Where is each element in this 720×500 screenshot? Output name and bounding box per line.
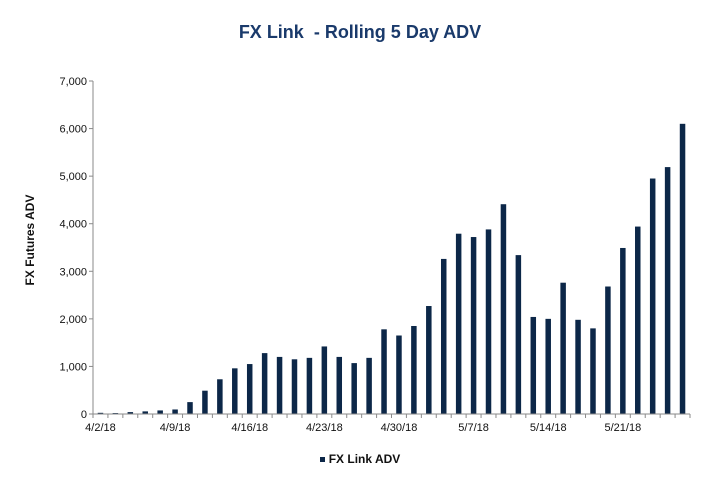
bar (97, 412, 104, 414)
bar (605, 286, 611, 414)
bar (306, 357, 313, 414)
bar (500, 204, 507, 414)
bar (381, 329, 387, 414)
bar (620, 247, 626, 414)
y-tick-label: 0 (81, 409, 87, 421)
bar (351, 363, 357, 414)
bar (426, 306, 432, 414)
bar (590, 328, 596, 414)
y-axis-label: FX Futures ADV (23, 194, 37, 286)
x-tick-label: 4/9/18 (160, 422, 191, 434)
legend: FX Link ADV (0, 452, 720, 466)
bar (649, 178, 656, 414)
bar (679, 123, 686, 415)
x-tick-label: 5/21/18 (604, 422, 641, 434)
x-tick-label: 4/30/18 (381, 422, 418, 434)
bar (336, 356, 343, 414)
bar (515, 255, 522, 414)
bar (664, 167, 671, 414)
x-axis: 4/2/18 4/9/18 4/16/18 4/23/18 4/30/18 5/7/18 5… (85, 413, 691, 434)
bar (560, 282, 566, 414)
x-tick-label: 4/2/18 (85, 422, 116, 434)
chart-title: FX Link - Rolling 5 Day ADV (238, 22, 482, 42)
bar (575, 319, 581, 414)
x-tick-label: 4/16/18 (231, 422, 268, 434)
bar-series (97, 123, 686, 415)
y-tick-label: 5,000 (59, 171, 87, 183)
y-tick-label: 4,000 (59, 219, 87, 231)
x-tick-label: 4/23/18 (306, 422, 343, 434)
bar (127, 412, 134, 414)
bar (172, 409, 178, 414)
bar (485, 229, 492, 414)
bar (246, 364, 253, 414)
bar (321, 346, 328, 414)
bar (366, 357, 372, 414)
y-tick-label: 6,000 (59, 124, 87, 136)
bar (276, 356, 283, 414)
bar (635, 226, 641, 414)
bar (530, 316, 537, 414)
bar (470, 237, 477, 414)
legend-swatch (319, 457, 325, 463)
bar (545, 318, 551, 414)
bar (202, 390, 208, 414)
legend-label: FX Link ADV (328, 452, 401, 466)
bar (455, 233, 462, 414)
y-tick-label: 7,000 (59, 76, 87, 88)
bar (217, 379, 223, 414)
x-tick-label: 5/14/18 (530, 422, 567, 434)
y-axis: 0 1,000 2,000 3,000 4,000 5,000 6,000 7,000 (59, 76, 94, 421)
bar (187, 402, 193, 414)
y-tick-label: 2,000 (59, 314, 87, 326)
x-tick-label: 5/7/18 (458, 422, 489, 434)
bar (440, 258, 447, 414)
y-tick-label: 1,000 (59, 361, 87, 373)
bar (291, 359, 298, 414)
bar (396, 335, 402, 414)
bar (411, 325, 417, 414)
bar (261, 353, 268, 414)
bar (157, 410, 163, 414)
y-tick-label: 3,000 (59, 266, 87, 278)
bar (232, 368, 238, 414)
bar (142, 411, 148, 414)
